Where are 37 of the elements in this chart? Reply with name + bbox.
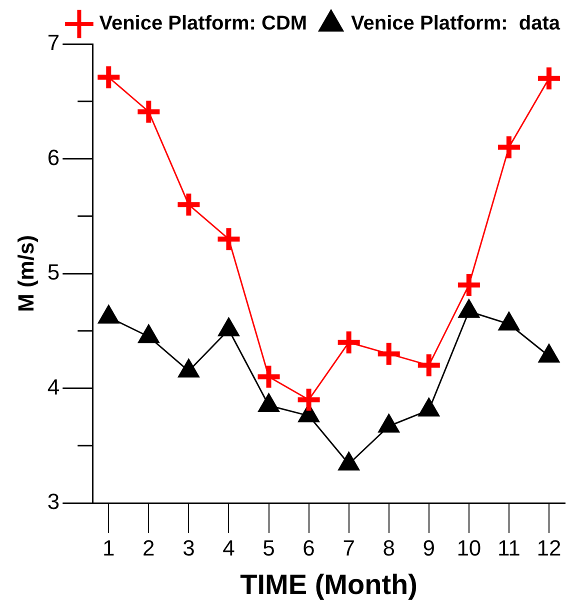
point (458, 298, 480, 318)
legend-label: Venice Platform: CDM (99, 12, 308, 35)
point (418, 398, 440, 417)
point (538, 344, 560, 363)
x-tick-label: 6 (302, 535, 315, 560)
y-tick-label: 6 (47, 144, 60, 170)
point (178, 194, 200, 216)
x-tick-label: 1 (102, 535, 115, 560)
point (218, 317, 240, 336)
x-tick-label: 8 (382, 535, 395, 560)
point (538, 67, 560, 90)
point (258, 392, 280, 412)
y-tick-label: 7 (47, 30, 60, 56)
x-tick-label: 12 (536, 535, 562, 560)
x-tick-label: 5 (262, 535, 275, 560)
point (498, 136, 520, 158)
y-tick-label: 5 (47, 260, 60, 285)
x-tick-label: 9 (422, 535, 436, 560)
y-axis-title: M (m/s) (13, 235, 38, 312)
x-tick-label: 3 (182, 535, 195, 560)
y-tick-label: 4 (47, 374, 60, 400)
x-tick-label: 7 (342, 535, 355, 560)
x-axis-title: TIME (Month) (240, 568, 418, 600)
y-tick-label: 3 (47, 489, 60, 514)
point (338, 451, 360, 470)
point (138, 100, 160, 123)
x-tick-label: 4 (222, 535, 235, 560)
point (138, 324, 160, 344)
point (378, 414, 400, 433)
x-tick-label: 10 (456, 535, 482, 560)
point (98, 66, 120, 88)
x-tick-label: 11 (498, 535, 520, 560)
x-tick-label: 2 (142, 535, 155, 560)
point (178, 358, 200, 378)
legend-label: Venice Platform: data (351, 12, 561, 35)
point (98, 304, 120, 324)
point (498, 311, 520, 330)
